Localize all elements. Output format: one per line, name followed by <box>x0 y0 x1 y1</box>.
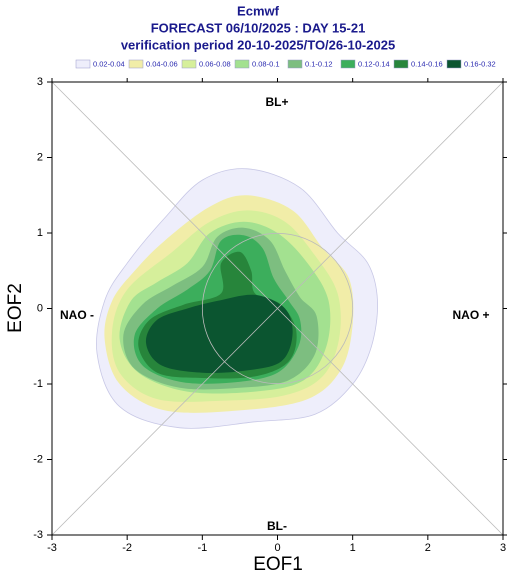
x-tick-label: 2 <box>425 542 431 554</box>
legend-swatch <box>393 59 409 69</box>
chart-subtitle: FORECAST 06/10/2025 : DAY 15-21 <box>151 20 366 35</box>
diagonal-line <box>51 81 504 536</box>
legend-swatch <box>340 59 356 69</box>
legend-swatch <box>181 59 197 69</box>
legend-label: 0.08-0.1 <box>252 59 280 68</box>
legend-swatch <box>75 59 91 69</box>
unit-circle <box>201 232 354 385</box>
x-tick-label: -1 <box>197 542 207 554</box>
plot-area <box>96 168 378 429</box>
legend-label: 0.02-0.04 <box>93 59 125 68</box>
x-tick-label: 0 <box>274 542 280 554</box>
y-tick-label: 3 <box>37 76 43 88</box>
x-tick-label: 3 <box>500 542 506 554</box>
legend-label: 0.16-0.32 <box>464 59 496 68</box>
legend-swatch <box>446 59 462 69</box>
x-tick-label: -2 <box>122 542 132 554</box>
chart-subtitle: verification period 20-10-2025/TO/26-10-… <box>121 37 395 52</box>
annotation: NAO + <box>452 308 489 322</box>
annotation: BL- <box>267 519 287 533</box>
annotation: NAO - <box>60 308 94 322</box>
y-tick-label: -2 <box>33 453 43 465</box>
legend-swatch <box>287 59 303 69</box>
y-tick-label: -1 <box>33 378 43 390</box>
annotation: BL+ <box>265 95 288 109</box>
contour-region <box>145 294 293 373</box>
y-tick-label: 0 <box>37 302 43 314</box>
legend-label: 0.12-0.14 <box>358 59 390 68</box>
x-tick-label: -3 <box>47 542 57 554</box>
y-tick-label: 2 <box>37 151 43 163</box>
legend-label: 0.14-0.16 <box>411 59 443 68</box>
legend-swatch <box>234 59 250 69</box>
legend-swatch <box>128 59 144 69</box>
y-axis-label: EOF2 <box>5 283 26 333</box>
legend-label: 0.1-0.12 <box>305 59 333 68</box>
legend-label: 0.04-0.06 <box>146 59 178 68</box>
x-tick-label: 1 <box>350 542 356 554</box>
y-tick-label: -3 <box>33 529 43 541</box>
legend-label: 0.06-0.08 <box>199 59 231 68</box>
chart-title: Ecmwf <box>237 3 280 18</box>
y-tick-label: 1 <box>37 227 43 239</box>
x-axis-label: EOF1 <box>253 554 303 575</box>
